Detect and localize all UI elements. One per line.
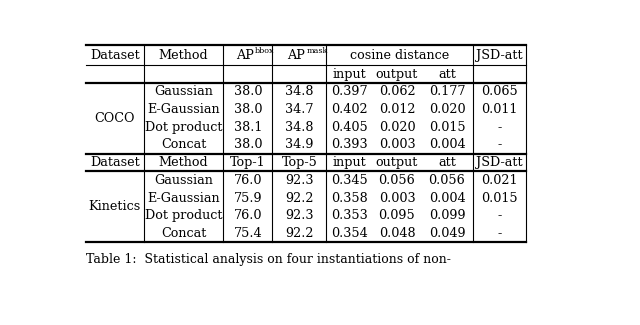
Text: Concat: Concat <box>161 138 206 151</box>
Text: mask: mask <box>307 47 328 55</box>
Text: 0.065: 0.065 <box>481 85 518 98</box>
Text: COCO: COCO <box>95 112 135 125</box>
Text: output: output <box>376 156 418 169</box>
Text: 0.177: 0.177 <box>429 85 465 98</box>
Text: Dataset: Dataset <box>90 156 140 169</box>
Text: Table 1:  Statistical analysis on four instantiations of non-: Table 1: Statistical analysis on four in… <box>86 253 451 266</box>
Text: AP: AP <box>236 49 253 62</box>
Text: 0.062: 0.062 <box>379 85 415 98</box>
Text: 0.015: 0.015 <box>429 121 465 134</box>
Text: Concat: Concat <box>161 227 206 240</box>
Text: -: - <box>497 209 501 222</box>
Text: att: att <box>438 156 456 169</box>
Text: E-Gaussian: E-Gaussian <box>147 191 220 204</box>
Text: 0.021: 0.021 <box>481 174 518 187</box>
Text: Kinetics: Kinetics <box>89 200 141 213</box>
Text: 0.402: 0.402 <box>332 103 368 116</box>
Text: 0.020: 0.020 <box>429 103 465 116</box>
Text: 0.353: 0.353 <box>332 209 368 222</box>
Text: -: - <box>497 138 501 151</box>
Text: 34.9: 34.9 <box>285 138 314 151</box>
Text: Dataset: Dataset <box>90 49 140 62</box>
Text: Gaussian: Gaussian <box>154 85 213 98</box>
Text: 0.003: 0.003 <box>379 138 415 151</box>
Text: output: output <box>376 68 418 81</box>
Text: 92.3: 92.3 <box>285 209 314 222</box>
Text: 0.358: 0.358 <box>332 191 368 204</box>
Text: 0.095: 0.095 <box>379 209 415 222</box>
Text: JSD-att: JSD-att <box>476 49 523 62</box>
Text: 0.354: 0.354 <box>332 227 368 240</box>
Text: 0.345: 0.345 <box>332 174 368 187</box>
Text: Method: Method <box>159 156 208 169</box>
Text: JSD-att: JSD-att <box>476 156 523 169</box>
Text: att: att <box>438 68 456 81</box>
Text: AP: AP <box>287 49 305 62</box>
Text: 38.1: 38.1 <box>234 121 262 134</box>
Text: 75.4: 75.4 <box>234 227 262 240</box>
Text: input: input <box>333 68 367 81</box>
Text: 0.004: 0.004 <box>429 191 465 204</box>
Text: 0.056: 0.056 <box>379 174 415 187</box>
Text: 76.0: 76.0 <box>234 209 262 222</box>
Text: 34.8: 34.8 <box>285 85 314 98</box>
Text: 0.397: 0.397 <box>332 85 368 98</box>
Text: 0.012: 0.012 <box>379 103 415 116</box>
Text: Top-5: Top-5 <box>282 156 317 169</box>
Text: 0.048: 0.048 <box>379 227 415 240</box>
Text: 38.0: 38.0 <box>234 103 262 116</box>
Text: 75.9: 75.9 <box>234 191 262 204</box>
Text: 0.405: 0.405 <box>332 121 368 134</box>
Text: cosine distance: cosine distance <box>350 49 449 62</box>
Text: -: - <box>497 121 501 134</box>
Text: 0.020: 0.020 <box>379 121 415 134</box>
Text: Top-1: Top-1 <box>230 156 266 169</box>
Text: bbox: bbox <box>255 47 275 55</box>
Text: E-Gaussian: E-Gaussian <box>147 103 220 116</box>
Text: -: - <box>497 227 501 240</box>
Text: 0.015: 0.015 <box>481 191 518 204</box>
Text: 0.393: 0.393 <box>332 138 368 151</box>
Text: 34.8: 34.8 <box>285 121 314 134</box>
Text: 76.0: 76.0 <box>234 174 262 187</box>
Text: 0.003: 0.003 <box>379 191 415 204</box>
Text: 0.011: 0.011 <box>481 103 518 116</box>
Text: 38.0: 38.0 <box>234 138 262 151</box>
Text: 0.099: 0.099 <box>429 209 465 222</box>
Text: 92.2: 92.2 <box>285 191 314 204</box>
Text: 92.2: 92.2 <box>285 227 314 240</box>
Text: 0.049: 0.049 <box>429 227 465 240</box>
Text: 92.3: 92.3 <box>285 174 314 187</box>
Text: Dot product: Dot product <box>145 121 222 134</box>
Text: Gaussian: Gaussian <box>154 174 213 187</box>
Text: 0.056: 0.056 <box>429 174 465 187</box>
Text: input: input <box>333 156 367 169</box>
Text: 38.0: 38.0 <box>234 85 262 98</box>
Text: 34.7: 34.7 <box>285 103 314 116</box>
Text: 0.004: 0.004 <box>429 138 465 151</box>
Text: Method: Method <box>159 49 208 62</box>
Text: Dot product: Dot product <box>145 209 222 222</box>
